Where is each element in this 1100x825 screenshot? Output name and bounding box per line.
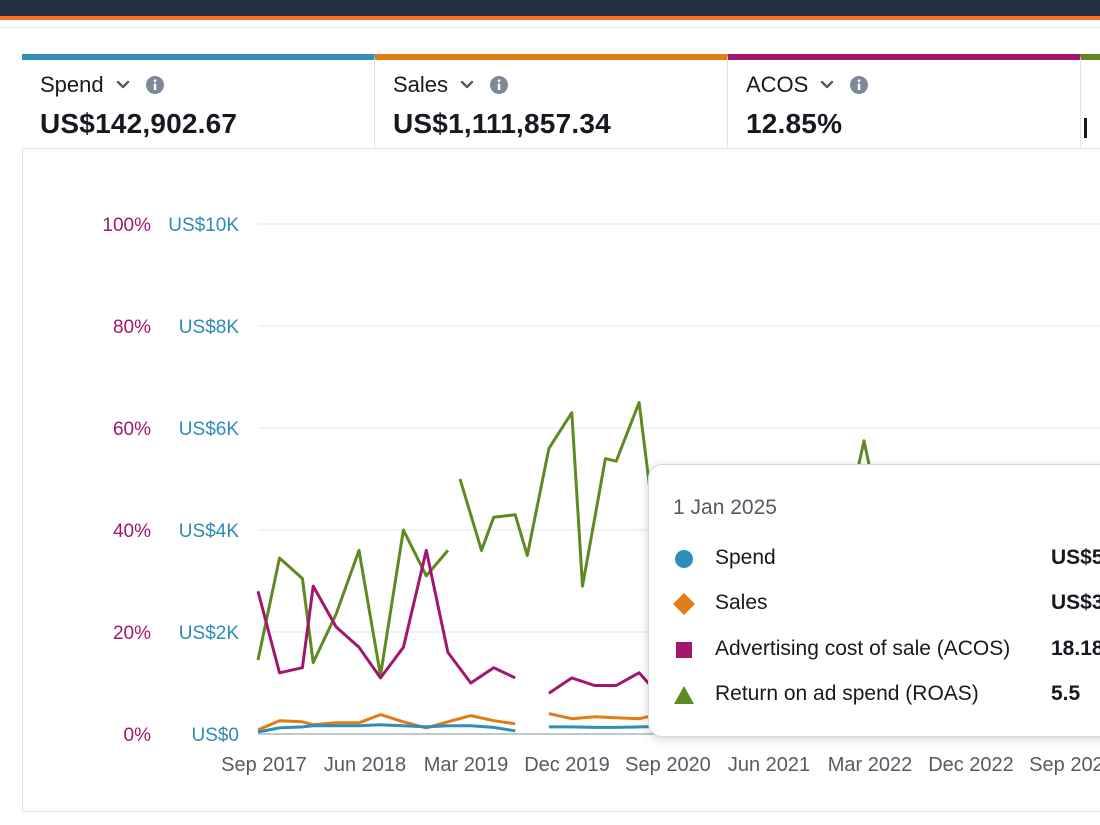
metric-card-roas[interactable]	[1081, 54, 1100, 149]
x-tick-label: Jun 2018	[324, 754, 406, 776]
tooltip-value: 5.5	[1051, 682, 1081, 705]
metric-value: US$142,902.67	[40, 108, 238, 139]
circle-marker-icon	[675, 550, 693, 568]
tooltip-value: 18.18	[1051, 637, 1100, 660]
chevron-down-icon[interactable]	[820, 78, 834, 92]
y-tick-label-spend: US$10K	[168, 215, 239, 236]
square-marker-icon	[676, 642, 692, 658]
chart-tooltip: 1 Jan 2025 Spend US$5 Sales US$3 Adverti…	[648, 464, 1100, 737]
triangle-marker-icon	[674, 686, 694, 704]
x-tick-label: Sep 2020	[625, 754, 711, 776]
metric-value: 12.85%	[746, 108, 843, 139]
top-nav-accent-line	[0, 16, 1100, 20]
tooltip-value: US$5	[1051, 546, 1100, 569]
x-tick-label: Dec 2022	[928, 754, 1014, 776]
y-tick-label-acos: 80%	[113, 317, 151, 338]
metric-label: Spend	[40, 72, 104, 97]
y-tick-label-spend: US$2K	[179, 623, 240, 644]
info-icon[interactable]	[145, 76, 164, 94]
y-tick-label-spend: US$8K	[179, 317, 240, 338]
metric-card-spend[interactable]: Spend US$142,902.67	[22, 54, 375, 149]
x-tick-label: Dec 2019	[524, 754, 610, 776]
metric-card-acos[interactable]: ACOS 12.85%	[728, 54, 1081, 149]
x-tick-label: Mar 2022	[828, 754, 913, 776]
tooltip-row-acos: Advertising cost of sale (ACOS) 18.18	[673, 635, 1100, 665]
tooltip-row-sales: Sales US$3	[673, 589, 1100, 619]
x-tick-label: Jun 2021	[728, 754, 810, 776]
x-tick-label: Mar 2019	[424, 754, 509, 776]
metric-card-sales[interactable]: Sales US$1,111,857.34	[375, 54, 728, 149]
series-line-advertising-cost-of-sale-acos	[256, 548, 516, 685]
tooltip-label: Advertising cost of sale (ACOS)	[715, 637, 1011, 660]
tooltip-label: Spend	[715, 546, 776, 569]
metric-label: Sales	[393, 72, 449, 97]
chevron-down-icon[interactable]	[116, 78, 130, 92]
tooltip-row-roas: Return on ad spend (ROAS) 5.5	[673, 680, 1100, 710]
y-tick-label-spend: US$4K	[179, 521, 240, 542]
y-tick-label-acos: 60%	[113, 419, 151, 440]
y-tick-label-spend: US$0	[191, 725, 239, 746]
y-tick-label-acos: 40%	[113, 521, 151, 542]
tooltip-label: Return on ad spend (ROAS)	[715, 682, 979, 705]
series-line-sales	[257, 713, 516, 732]
diamond-marker-icon	[673, 593, 695, 615]
y-axis-spend: US$10K US$8K US$6K US$4K US$2K US$0	[168, 215, 239, 746]
x-tick-label: Sep 2017	[221, 754, 307, 776]
y-tick-label-spend: US$6K	[179, 419, 240, 440]
chevron-down-icon[interactable]	[460, 78, 474, 92]
x-tick-label: Sep 2022	[1029, 754, 1100, 776]
tooltip-date: 1 Jan 2025	[673, 496, 777, 519]
metric-label: ACOS	[746, 72, 809, 97]
y-tick-label-acos: 20%	[113, 623, 151, 644]
header-divider	[0, 27, 1100, 28]
info-icon[interactable]	[490, 76, 509, 94]
tooltip-label: Sales	[715, 591, 768, 614]
top-nav-bar	[0, 0, 1100, 16]
y-tick-label-acos: 100%	[102, 215, 151, 236]
series-line-spend	[257, 723, 516, 734]
tooltip-value: US$3	[1051, 591, 1100, 614]
series-line-return-on-ad-spend-roas	[256, 528, 450, 677]
metric-value: US$1,111,857.34	[393, 108, 611, 139]
info-icon[interactable]	[850, 76, 869, 94]
metric-value-clipped	[1084, 118, 1087, 138]
y-tick-label-acos: 0%	[124, 725, 152, 746]
tooltip-row-spend: Spend US$5	[673, 544, 1100, 574]
x-axis: Sep 2017 Jun 2018 Mar 2019 Dec 2019 Sep 2020…	[221, 754, 1100, 776]
y-axis-acos: 100% 80% 60% 40% 20% 0%	[102, 215, 151, 746]
